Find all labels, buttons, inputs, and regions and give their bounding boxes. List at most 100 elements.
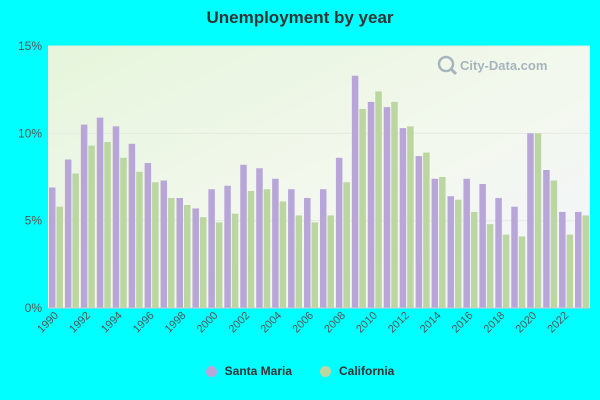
bar-california-1999 [199, 217, 207, 308]
bar-santa-maria-1995 [128, 143, 136, 308]
bar-california-2006 [311, 222, 319, 308]
x-tick-label: 2004 [258, 310, 284, 336]
x-tick-label: 2008 [322, 310, 348, 336]
y-tick-label: 0% [25, 301, 43, 315]
x-tick-label: 1994 [99, 310, 125, 336]
x-tick-label: 2006 [290, 310, 316, 336]
bar-santa-maria-2011 [383, 107, 391, 308]
bar-santa-maria-2012 [399, 128, 407, 308]
chart-title: Unemployment by year [206, 8, 394, 27]
bar-santa-maria-1993 [96, 117, 104, 308]
bar-california-2013 [423, 152, 430, 308]
bar-california-1992 [88, 145, 95, 308]
watermark: City-Data.com [437, 55, 547, 76]
legend-label-california: California [339, 364, 395, 378]
bar-santa-maria-2014 [431, 178, 439, 308]
legend-label-santa-maria: Santa Maria [224, 364, 292, 378]
bar-california-2018 [502, 234, 510, 308]
x-tick-label: 2020 [514, 310, 540, 336]
bar-santa-maria-2018 [495, 197, 502, 308]
bar-california-2000 [215, 222, 223, 308]
bar-california-1991 [72, 173, 79, 308]
bar-santa-maria-1994 [112, 126, 120, 308]
bar-santa-maria-2000 [208, 189, 215, 308]
bar-santa-maria-2019 [511, 206, 518, 308]
bar-california-2012 [407, 126, 414, 308]
y-tick-label: 15% [18, 39, 42, 53]
bar-santa-maria-2005 [288, 189, 295, 308]
bar-santa-maria-1991 [64, 159, 72, 308]
bar-santa-maria-2020 [527, 133, 534, 308]
bar-california-1995 [136, 171, 143, 308]
legend-item-california: California [320, 364, 394, 378]
bar-santa-maria-2008 [335, 157, 343, 308]
bar-california-2022 [566, 234, 574, 308]
x-tick-label: 1998 [163, 310, 189, 336]
bar-california-2001 [231, 213, 239, 308]
bar-santa-maria-2015 [447, 196, 454, 308]
bar-santa-maria-1996 [144, 163, 152, 308]
bar-santa-maria-1997 [160, 180, 168, 308]
bar-santa-maria-2016 [463, 178, 470, 308]
bar-santa-maria-1992 [80, 124, 88, 308]
bar-california-2020 [534, 133, 542, 308]
watermark-text: City-Data.com [460, 58, 547, 73]
bar-santa-maria-2006 [304, 197, 311, 308]
bar-california-1990 [56, 206, 63, 308]
bar-santa-maria-2004 [272, 178, 279, 308]
bar-california-1994 [120, 157, 127, 308]
bar-california-2004 [279, 201, 287, 308]
bar-california-2002 [247, 190, 255, 308]
bar-santa-maria-2009 [351, 75, 359, 309]
bar-california-2003 [263, 189, 271, 308]
x-tick-label: 2010 [354, 310, 380, 336]
bar-california-2005 [295, 215, 303, 308]
bar-california-2015 [455, 199, 462, 308]
legend: Santa Maria California [0, 364, 600, 378]
x-tick-label: 2012 [386, 310, 412, 336]
bar-santa-maria-2001 [224, 185, 231, 308]
bar-santa-maria-1998 [176, 197, 183, 308]
x-tick-label: 1992 [67, 310, 93, 336]
bar-santa-maria-1999 [192, 208, 199, 308]
bar-santa-maria-2007 [319, 189, 327, 308]
bar-california-2016 [470, 211, 478, 308]
legend-item-santa-maria: Santa Maria [205, 364, 292, 378]
bar-santa-maria-2021 [543, 170, 550, 308]
bar-santa-maria-2013 [415, 156, 423, 308]
bar-california-1993 [104, 142, 111, 308]
bar-california-2023 [582, 215, 590, 308]
bar-california-2017 [486, 224, 494, 308]
x-tick-label: 1996 [131, 310, 157, 336]
bar-california-2014 [439, 177, 446, 308]
bar-santa-maria-2010 [367, 101, 375, 308]
bar-california-1998 [184, 204, 191, 308]
bar-california-2011 [391, 101, 398, 308]
watermark-magnifier-icon [437, 55, 455, 73]
bar-california-2009 [359, 108, 366, 308]
bar-santa-maria-1990 [48, 187, 56, 308]
bar-santa-maria-2002 [240, 164, 247, 308]
bar-santa-maria-2003 [256, 168, 263, 308]
legend-swatch-santa-maria [205, 365, 217, 377]
x-tick-label: 2018 [482, 310, 508, 336]
y-tick-label: 10% [18, 126, 42, 140]
bar-california-2008 [343, 182, 350, 308]
bar-santa-maria-2022 [559, 211, 566, 308]
bar-california-2007 [327, 215, 334, 308]
x-tick-label: 2002 [227, 310, 253, 336]
bar-california-2021 [550, 180, 558, 308]
bar-santa-maria-2023 [575, 211, 582, 308]
bar-california-1996 [152, 182, 159, 308]
bar-santa-maria-2017 [479, 183, 486, 308]
bar-california-2019 [518, 236, 526, 308]
x-tick-label: 2014 [418, 310, 444, 336]
x-tick-label: 2016 [450, 310, 476, 336]
x-tick-label: 2000 [195, 310, 221, 336]
y-tick-label: 5% [25, 214, 43, 228]
bar-california-1997 [168, 197, 175, 308]
x-tick-label: 2022 [545, 310, 571, 336]
bar-california-2010 [375, 91, 382, 308]
legend-swatch-california [320, 365, 331, 377]
